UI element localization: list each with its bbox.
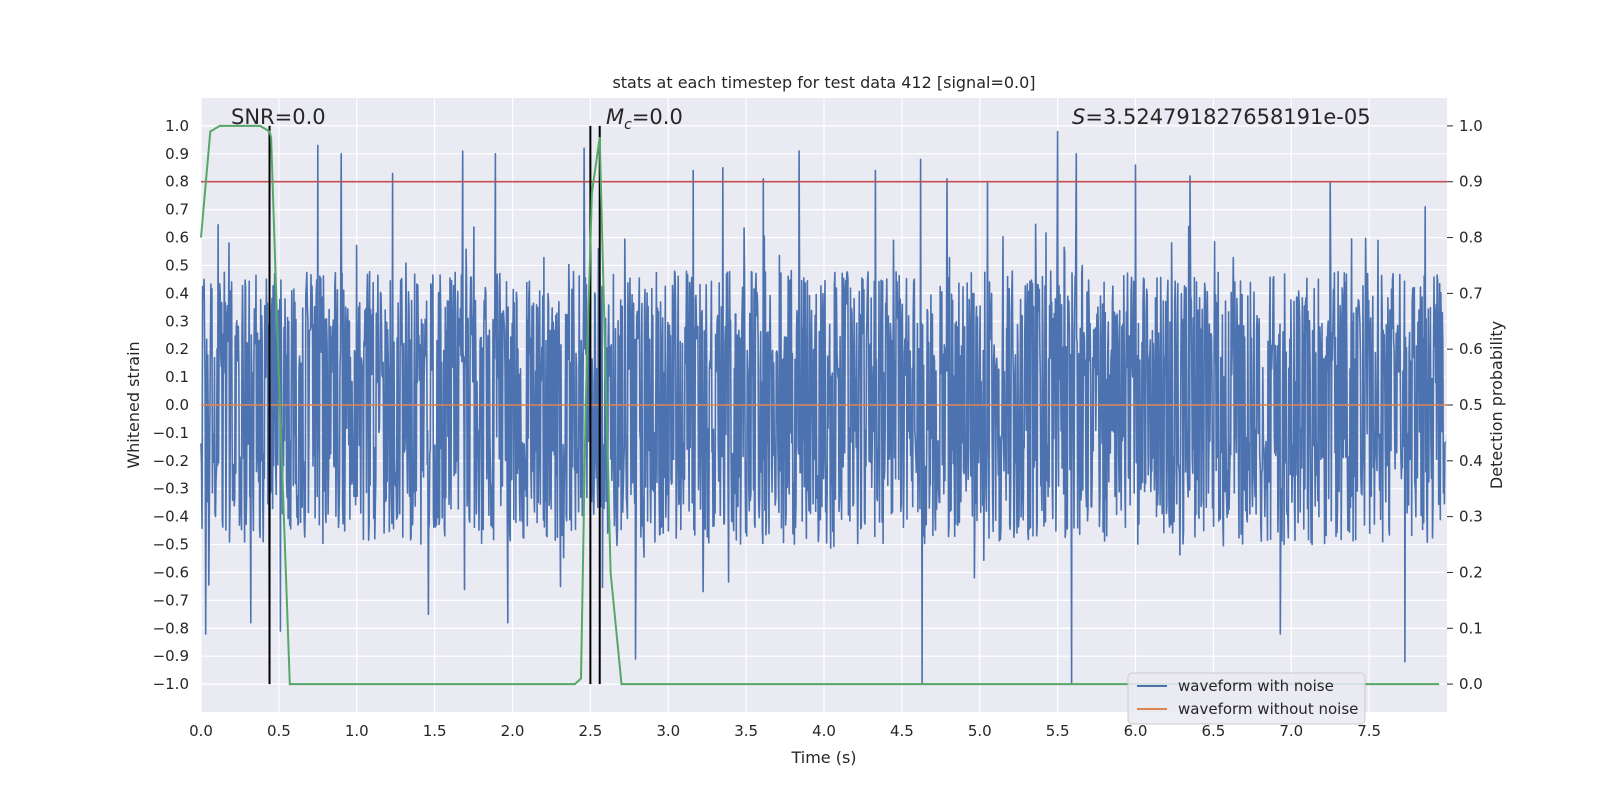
y2-tick-label: 0.3 bbox=[1459, 508, 1483, 526]
chirp-mass-symbol: M bbox=[606, 105, 624, 129]
x-tick-label: 3.5 bbox=[734, 722, 758, 740]
y-axis-ticks: 1.0 0.9 0.8 0.7 0.6 0.5 0.4 0.3 0.2 0.1 0.0 −0.1 −0.… bbox=[153, 117, 189, 693]
y2-tick-label: 0.4 bbox=[1459, 452, 1483, 470]
chirp-mass-annotation: Mc=0.0 bbox=[606, 105, 683, 133]
y2-tick-label: 0.8 bbox=[1459, 229, 1483, 247]
x-axis-ticks: 0.0 0.5 1.0 1.5 2.0 2.5 3.0 3.5 4.0 4.5 5.0 5.5 6.0 6… bbox=[189, 722, 1381, 740]
y-tick-label: −0.9 bbox=[153, 647, 189, 665]
x-tick-label: 4.5 bbox=[890, 722, 914, 740]
x-tick-label: 0.5 bbox=[267, 722, 291, 740]
legend: waveform with noise waveform without noi… bbox=[1127, 672, 1366, 725]
legend-label-noise: waveform with noise bbox=[1178, 677, 1334, 695]
series-layer bbox=[200, 124, 1447, 686]
x-tick-label: 6.5 bbox=[1201, 722, 1225, 740]
y-tick-label: 1.0 bbox=[165, 117, 189, 135]
y2-tick-label: 0.2 bbox=[1459, 563, 1483, 581]
y-tick-label: 0.0 bbox=[165, 396, 189, 414]
y-tick-label: −1.0 bbox=[153, 675, 189, 693]
x-tick-label: 7.0 bbox=[1279, 722, 1303, 740]
chirp-mass-value: =0.0 bbox=[632, 105, 683, 129]
y-tick-label: 0.4 bbox=[165, 284, 189, 302]
y-tick-label: −0.3 bbox=[153, 480, 189, 498]
y2-tick-label: 0.9 bbox=[1459, 173, 1483, 191]
y2-tick-label: 1.0 bbox=[1459, 117, 1483, 135]
x-tick-label: 0.0 bbox=[189, 722, 213, 740]
y-tick-label: 0.6 bbox=[165, 229, 189, 247]
snr-annotation: SNR=0.0 bbox=[231, 105, 326, 129]
y2-tick-label: 0.0 bbox=[1459, 675, 1483, 693]
y-tick-label: −0.8 bbox=[153, 619, 189, 637]
x-tick-label: 6.0 bbox=[1124, 722, 1148, 740]
y2-tick-label: 0.5 bbox=[1459, 396, 1483, 414]
y-tick-label: −0.1 bbox=[153, 424, 189, 442]
series-waveform-with-noise bbox=[200, 130, 1447, 685]
y2-axis-label: Detection probability bbox=[1487, 321, 1506, 489]
x-tick-label: 2.0 bbox=[501, 722, 525, 740]
y-tick-label: −0.4 bbox=[153, 508, 189, 526]
x-tick-label: 5.0 bbox=[968, 722, 992, 740]
series-detection-probability bbox=[200, 124, 1440, 686]
x-axis-label: Time (s) bbox=[790, 748, 856, 767]
y-tick-label: −0.7 bbox=[153, 591, 189, 609]
x-tick-label: 1.5 bbox=[423, 722, 447, 740]
y2-tick-label: 0.7 bbox=[1459, 284, 1483, 302]
y-tick-label: −0.6 bbox=[153, 563, 189, 581]
x-tick-label: 7.5 bbox=[1357, 722, 1381, 740]
y-tick-label: 0.5 bbox=[165, 256, 189, 274]
legend-box bbox=[1127, 672, 1366, 725]
y2-axis-ticks: 1.0 0.9 0.8 0.7 0.6 0.5 0.4 0.3 0.2 0.1 0.0 bbox=[1447, 117, 1483, 693]
x-tick-label: 2.5 bbox=[578, 722, 602, 740]
y-tick-label: 0.8 bbox=[165, 173, 189, 191]
y-tick-label: −0.2 bbox=[153, 452, 189, 470]
y-tick-label: 0.9 bbox=[165, 145, 189, 163]
y2-tick-label: 0.6 bbox=[1459, 340, 1483, 358]
y-tick-label: 0.2 bbox=[165, 340, 189, 358]
score-value: =3.524791827658191e-05 bbox=[1085, 105, 1370, 129]
x-tick-label: 5.5 bbox=[1046, 722, 1070, 740]
x-tick-label: 1.0 bbox=[345, 722, 369, 740]
y-tick-label: 0.1 bbox=[165, 368, 189, 386]
y-tick-label: 0.3 bbox=[165, 312, 189, 330]
chirp-mass-subscript: c bbox=[624, 117, 632, 133]
x-tick-label: 4.0 bbox=[812, 722, 836, 740]
y-axis-label: Whitened strain bbox=[124, 341, 143, 468]
score-symbol: S bbox=[1072, 105, 1085, 129]
y2-tick-label: 0.1 bbox=[1459, 619, 1483, 637]
legend-label-clean: waveform without noise bbox=[1178, 700, 1358, 718]
y-tick-label: 0.7 bbox=[165, 201, 189, 219]
x-tick-label: 3.0 bbox=[656, 722, 680, 740]
y-tick-label: −0.5 bbox=[153, 536, 189, 554]
score-annotation: S=3.524791827658191e-05 bbox=[1072, 105, 1371, 129]
chart-title: stats at each timestep for test data 412… bbox=[612, 73, 1035, 92]
